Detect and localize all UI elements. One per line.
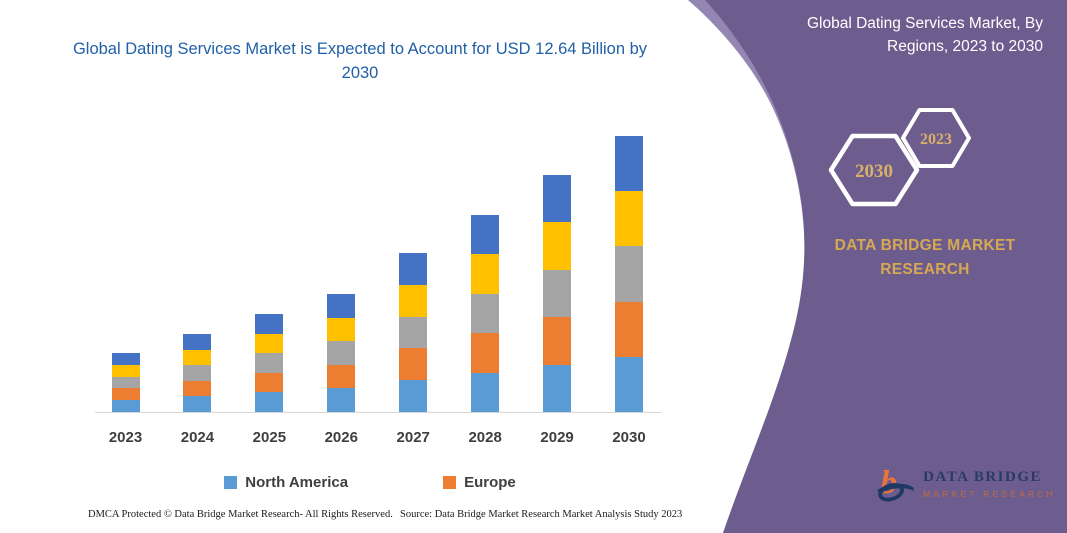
hexagon-2030: 2030 xyxy=(828,133,920,207)
right-panel: 2030 2023 Global Dating Services Market,… xyxy=(680,0,1067,533)
legend-label: Europe xyxy=(464,473,516,491)
bar-segment-north-america xyxy=(255,392,284,412)
svg-text:b: b xyxy=(881,464,898,501)
bar-2023 xyxy=(111,353,140,412)
bar-segment xyxy=(255,333,284,354)
stacked-bar-chart: 2023 2024 2025 2026 2027 2028 2029 2030 xyxy=(95,136,662,446)
bar-segment-north-america xyxy=(327,388,356,412)
hexagon-2030-year: 2030 xyxy=(855,161,893,182)
bar-segment xyxy=(615,191,643,247)
legend-item-europe: Europe xyxy=(443,474,516,491)
bar-segment-europe xyxy=(399,348,428,381)
bar-segment xyxy=(327,294,356,318)
x-axis-label-2030: 2030 xyxy=(612,429,646,446)
bar-2028 xyxy=(471,215,500,412)
bar-segment xyxy=(183,334,212,350)
bar-segment-north-america xyxy=(183,396,212,412)
bar-segment xyxy=(399,253,428,285)
bar-segment xyxy=(111,376,140,389)
bar-segment xyxy=(399,316,428,349)
bar-segment-north-america xyxy=(111,400,140,412)
x-axis-label-2024: 2024 xyxy=(180,429,215,446)
bar-segment-europe xyxy=(327,364,356,389)
source-text: Source: Data Bridge Market Research Mark… xyxy=(400,509,683,520)
bar-segment xyxy=(543,222,572,270)
dmca-text: DMCA Protected © Data Bridge Market Rese… xyxy=(88,509,393,520)
bar-segment xyxy=(615,136,643,192)
chart-title: Global Dating Services Market is Expecte… xyxy=(72,40,648,82)
x-axis-label-2023: 2023 xyxy=(108,429,143,446)
bar-segment xyxy=(543,269,572,318)
x-axis-label-2027: 2027 xyxy=(396,429,430,446)
bar-2029 xyxy=(543,175,572,412)
bar-segment-europe xyxy=(471,333,500,373)
bar-segment xyxy=(615,246,643,302)
x-axis-label-2026: 2026 xyxy=(324,429,358,446)
bar-segment xyxy=(327,341,356,365)
legend-swatch-icon xyxy=(224,475,238,489)
logo-tagline: MARKET RESEARCH xyxy=(923,489,1056,499)
bar-segment xyxy=(399,284,428,317)
brand-text: DATA BRIDGE MARKET RESEARCH xyxy=(834,237,1016,279)
hexagon-2023-year: 2023 xyxy=(920,131,952,148)
hexagon-2023: 2023 xyxy=(901,108,971,168)
bar-2030 xyxy=(615,136,643,412)
logo-name: DATA BRIDGE xyxy=(923,469,1043,485)
bar-segment xyxy=(471,293,500,334)
x-axis-line xyxy=(95,412,662,413)
bar-segment-europe xyxy=(183,380,212,397)
dbmr-logo: b DATA BRIDGE MARKET RESEARCH xyxy=(876,461,1056,507)
x-axis-label-2029: 2029 xyxy=(540,429,574,446)
legend-swatch-icon xyxy=(443,475,457,489)
chart-legend: North America Europe xyxy=(90,472,650,492)
bar-2024 xyxy=(183,334,212,412)
bar-segment xyxy=(255,353,284,373)
dbmr-logo-icon: b xyxy=(877,464,914,502)
bar-segment-north-america xyxy=(471,372,500,412)
bar-2027 xyxy=(399,253,428,412)
bar-segment xyxy=(111,353,140,365)
legend-label: North America xyxy=(245,473,349,491)
bar-segment-europe xyxy=(111,388,140,401)
bar-segment xyxy=(327,317,356,342)
bar-segment xyxy=(183,349,212,366)
panel-title: Global Dating Services Market, By Region… xyxy=(806,15,1043,56)
bar-segment xyxy=(471,215,500,255)
legend-item-north-america: North America xyxy=(224,474,348,491)
bar-segment-north-america xyxy=(399,380,428,412)
bar-segment xyxy=(183,365,212,381)
panel-background-shape: 2030 2023 xyxy=(688,0,1067,533)
bar-2026 xyxy=(327,294,356,412)
bar-2025 xyxy=(255,314,284,412)
bar-segment xyxy=(255,314,284,334)
bar-segment-europe xyxy=(615,301,643,357)
bar-segment-north-america xyxy=(543,364,572,412)
x-axis-label-2028: 2028 xyxy=(468,429,502,446)
x-axis-label-2025: 2025 xyxy=(252,429,287,446)
bar-segment-north-america xyxy=(615,356,643,412)
footer: DMCA Protected © Data Bridge Market Rese… xyxy=(0,509,700,525)
bar-segment-europe xyxy=(543,317,572,365)
bar-segment xyxy=(471,254,500,294)
bar-segment xyxy=(111,364,140,377)
panel-main-shape xyxy=(705,0,1067,533)
bar-segment-europe xyxy=(255,372,284,393)
bar-segment xyxy=(543,175,572,223)
